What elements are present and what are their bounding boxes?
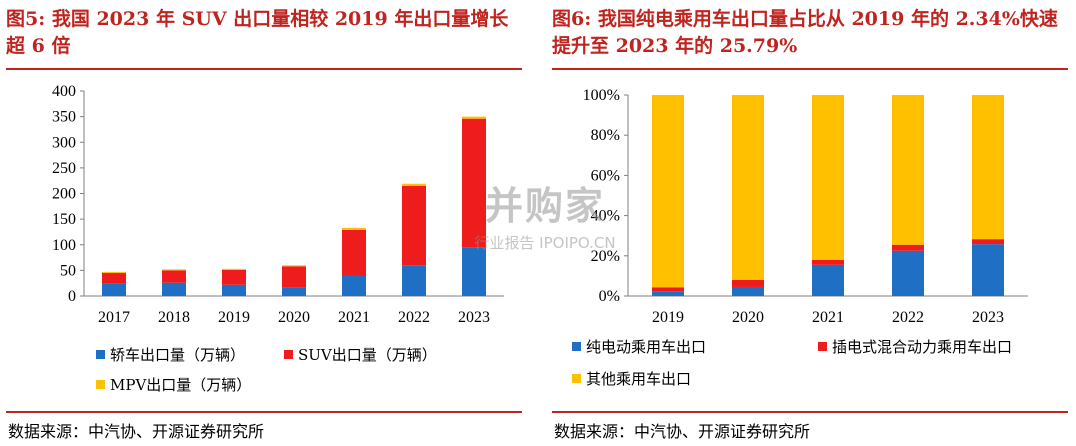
left-chart-bar-segment-2 bbox=[102, 271, 126, 273]
left-chart-x-tick-label: 2022 bbox=[398, 309, 430, 326]
left-chart-bar-segment-0 bbox=[102, 283, 126, 296]
right-chart-bar-segment-0 bbox=[972, 244, 1004, 296]
right-chart-legend-swatch-0 bbox=[572, 342, 581, 351]
left-chart-legend-label-1: SUV出口量（万辆） bbox=[298, 346, 437, 364]
right-chart-legend-label-2: 其他乘用车出口 bbox=[586, 370, 691, 388]
right-chart-y-tick-label: 80% bbox=[591, 127, 620, 144]
right-chart-x-tick-label: 2023 bbox=[972, 309, 1004, 326]
right-chart-bar-segment-0 bbox=[732, 286, 764, 296]
right-chart-y-tick-label: 60% bbox=[591, 167, 620, 184]
left-chart-bar-segment-2 bbox=[222, 268, 246, 270]
right-chart-x-tick-label: 2020 bbox=[732, 309, 764, 326]
left-figure-title: 图5: 我国 2023 年 SUV 出口量相较 2019 年出口量增长超 6 倍 bbox=[6, 8, 509, 57]
left-chart-bar-segment-2 bbox=[162, 269, 186, 271]
right-chart-bar-segment-1 bbox=[892, 244, 924, 251]
left-chart-y-tick-label: 250 bbox=[52, 160, 76, 177]
left-chart-legend-swatch-1 bbox=[284, 350, 293, 359]
left-chart-y-tick-label: 400 bbox=[52, 83, 76, 100]
left-chart-bar-segment-2 bbox=[282, 265, 306, 267]
right-chart-bar-segment-0 bbox=[812, 264, 844, 296]
left-chart-x-tick-label: 2020 bbox=[278, 309, 310, 326]
left-chart: 0 50 100 150 200 250 300 350 400 2017 2018 2019 2020… bbox=[52, 83, 504, 394]
right-chart-bar-segment-0 bbox=[652, 291, 684, 296]
left-chart-x-tick-label: 2023 bbox=[458, 309, 490, 326]
left-chart-y-tick-label: 50 bbox=[60, 262, 76, 279]
left-chart-bar-segment-2 bbox=[462, 116, 486, 119]
left-chart-bar-segment-0 bbox=[282, 287, 306, 296]
left-chart-x-tick-label: 2018 bbox=[158, 309, 190, 326]
left-chart-x-tick-label: 2019 bbox=[218, 309, 250, 326]
left-title-rule bbox=[6, 68, 522, 70]
right-chart-bar-segment-0 bbox=[892, 250, 924, 296]
right-chart-x-tick-label: 2019 bbox=[652, 309, 684, 326]
left-chart-legend-label-0: 轿车出口量（万辆） bbox=[110, 346, 245, 364]
left-chart-bar-segment-0 bbox=[462, 247, 486, 296]
right-chart-y-tick-label: 0% bbox=[599, 288, 620, 305]
right-chart-bar-segment-2 bbox=[892, 95, 924, 245]
left-chart-bar-segment-2 bbox=[402, 183, 426, 186]
right-chart-bar-segment-1 bbox=[972, 239, 1004, 245]
left-chart-bar-segment-1 bbox=[102, 272, 126, 284]
right-chart-y-tick-label: 100% bbox=[583, 87, 620, 104]
right-chart-x-tick-label: 2022 bbox=[892, 309, 924, 326]
right-source-note: 数据来源：中汽协、开源证券研究所 bbox=[554, 422, 811, 441]
left-chart-legend-label-2: MPV出口量（万辆） bbox=[110, 376, 251, 394]
left-chart-bar-segment-0 bbox=[342, 275, 366, 296]
right-chart-bar-segment-2 bbox=[812, 95, 844, 260]
right-chart-y-tick-label: 40% bbox=[591, 208, 620, 225]
right-chart-legend-label-0: 纯电动乘用车出口 bbox=[586, 338, 706, 356]
right-chart-x-tick-label: 2021 bbox=[812, 309, 844, 326]
left-chart-y-tick-label: 150 bbox=[52, 211, 76, 228]
left-chart-x-tick-label: 2017 bbox=[98, 309, 130, 326]
left-chart-bar-segment-1 bbox=[162, 270, 186, 283]
left-chart-bar-segment-1 bbox=[342, 229, 366, 276]
left-chart-bar-segment-2 bbox=[342, 227, 366, 230]
left-chart-y-tick-label: 350 bbox=[52, 109, 76, 126]
left-chart-legend-swatch-0 bbox=[96, 350, 105, 359]
right-chart-bar-segment-1 bbox=[812, 259, 844, 265]
left-chart-bar-segment-0 bbox=[222, 284, 246, 296]
right-chart-bar-segment-2 bbox=[652, 95, 684, 288]
left-chart-bar-segment-0 bbox=[162, 282, 186, 296]
right-chart-legend-swatch-1 bbox=[818, 342, 827, 351]
right-source-rule bbox=[552, 411, 1068, 413]
left-chart-x-tick-label: 2021 bbox=[338, 309, 370, 326]
left-chart-legend-swatch-2 bbox=[96, 380, 105, 389]
right-chart-bar-segment-1 bbox=[652, 287, 684, 292]
left-source-rule bbox=[6, 411, 522, 413]
left-figure-panel: 图5: 我国 2023 年 SUV 出口量相较 2019 年出口量增长超 6 倍… bbox=[0, 0, 528, 446]
left-chart-bar-segment-0 bbox=[402, 265, 426, 296]
right-chart: 0% 20% 40% 60% 80% 100% 2019 2020 2021 2022 2023 纯电… bbox=[572, 87, 1028, 388]
right-figure-panel: 图6: 我国纯电乘用车出口量占比从 2019 年的 2.34%快速提升至 202… bbox=[546, 0, 1074, 446]
left-chart-y-tick-label: 0 bbox=[68, 288, 76, 305]
left-source-note: 数据来源：中汽协、开源证券研究所 bbox=[8, 422, 265, 441]
right-chart-y-tick-label: 20% bbox=[591, 248, 620, 265]
left-chart-y-tick-label: 300 bbox=[52, 134, 76, 151]
right-chart-bar-segment-2 bbox=[972, 95, 1004, 240]
left-chart-bar-segment-1 bbox=[402, 185, 426, 266]
right-chart-legend-swatch-2 bbox=[572, 374, 581, 383]
left-chart-y-tick-label: 100 bbox=[52, 237, 76, 254]
left-chart-y-tick-label: 200 bbox=[52, 186, 76, 203]
right-title-rule bbox=[552, 68, 1068, 70]
left-chart-bar-segment-1 bbox=[222, 269, 246, 285]
right-chart-bar-segment-2 bbox=[732, 95, 764, 280]
right-chart-bar-segment-1 bbox=[732, 279, 764, 287]
left-chart-bar-segment-1 bbox=[282, 266, 306, 288]
right-figure-title: 图6: 我国纯电乘用车出口量占比从 2019 年的 2.34%快速提升至 202… bbox=[552, 8, 1058, 57]
right-chart-legend-label-1: 插电式混合动力乘用车出口 bbox=[832, 338, 1012, 356]
left-chart-bar-segment-1 bbox=[462, 118, 486, 248]
